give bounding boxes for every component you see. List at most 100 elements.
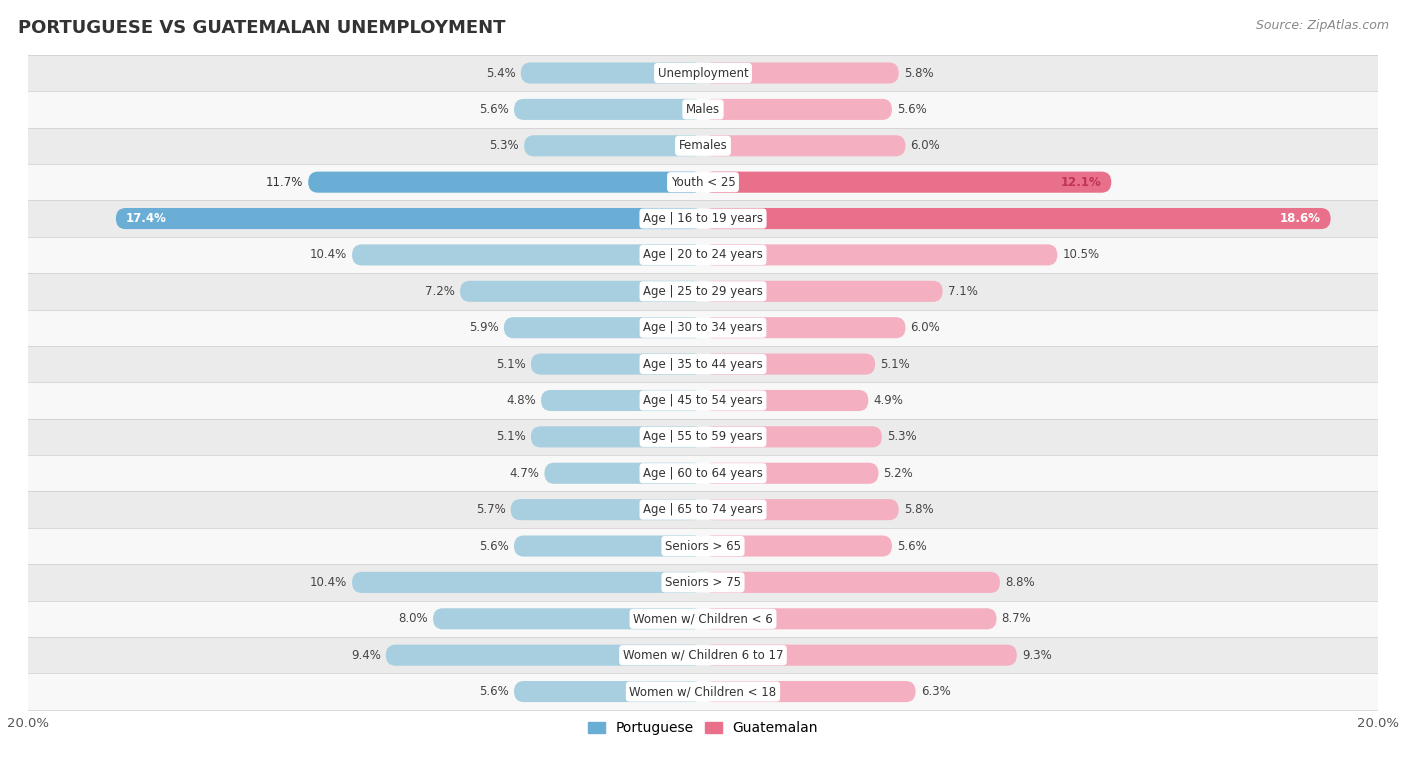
Text: PORTUGUESE VS GUATEMALAN UNEMPLOYMENT: PORTUGUESE VS GUATEMALAN UNEMPLOYMENT <box>18 19 506 37</box>
Text: 8.8%: 8.8% <box>1005 576 1035 589</box>
Text: Unemployment: Unemployment <box>658 67 748 79</box>
Text: 10.4%: 10.4% <box>309 248 347 261</box>
FancyBboxPatch shape <box>515 99 703 120</box>
Text: 5.8%: 5.8% <box>904 67 934 79</box>
FancyBboxPatch shape <box>703 281 942 302</box>
FancyBboxPatch shape <box>115 208 703 229</box>
FancyBboxPatch shape <box>703 426 882 447</box>
FancyBboxPatch shape <box>520 62 703 83</box>
FancyBboxPatch shape <box>544 463 703 484</box>
Text: Age | 16 to 19 years: Age | 16 to 19 years <box>643 212 763 225</box>
Text: Age | 45 to 54 years: Age | 45 to 54 years <box>643 394 763 407</box>
Text: 10.5%: 10.5% <box>1063 248 1099 261</box>
Text: Males: Males <box>686 103 720 116</box>
Bar <box>28 237 1378 273</box>
Bar <box>28 273 1378 310</box>
Bar <box>28 55 1378 91</box>
Bar <box>28 128 1378 164</box>
Text: Age | 30 to 34 years: Age | 30 to 34 years <box>643 321 763 334</box>
Text: Age | 35 to 44 years: Age | 35 to 44 years <box>643 357 763 371</box>
Text: 5.8%: 5.8% <box>904 503 934 516</box>
Bar <box>28 564 1378 600</box>
Text: 7.2%: 7.2% <box>425 285 456 298</box>
Text: 6.3%: 6.3% <box>921 685 950 698</box>
Text: 8.0%: 8.0% <box>398 612 427 625</box>
Text: 11.7%: 11.7% <box>266 176 304 188</box>
FancyBboxPatch shape <box>703 99 891 120</box>
Text: 5.7%: 5.7% <box>475 503 506 516</box>
Text: Age | 65 to 74 years: Age | 65 to 74 years <box>643 503 763 516</box>
Text: Youth < 25: Youth < 25 <box>671 176 735 188</box>
Text: 17.4%: 17.4% <box>127 212 167 225</box>
FancyBboxPatch shape <box>703 390 869 411</box>
Text: Women w/ Children 6 to 17: Women w/ Children 6 to 17 <box>623 649 783 662</box>
Text: Age | 20 to 24 years: Age | 20 to 24 years <box>643 248 763 261</box>
Text: 8.7%: 8.7% <box>1001 612 1032 625</box>
FancyBboxPatch shape <box>703 572 1000 593</box>
FancyBboxPatch shape <box>503 317 703 338</box>
FancyBboxPatch shape <box>703 463 879 484</box>
Text: 5.4%: 5.4% <box>486 67 516 79</box>
Text: Age | 25 to 29 years: Age | 25 to 29 years <box>643 285 763 298</box>
FancyBboxPatch shape <box>703 62 898 83</box>
Text: 5.6%: 5.6% <box>479 685 509 698</box>
Text: 5.9%: 5.9% <box>470 321 499 334</box>
Text: 4.9%: 4.9% <box>873 394 903 407</box>
FancyBboxPatch shape <box>703 136 905 157</box>
Text: 5.2%: 5.2% <box>883 467 914 480</box>
Text: 6.0%: 6.0% <box>911 321 941 334</box>
FancyBboxPatch shape <box>703 645 1017 665</box>
FancyBboxPatch shape <box>433 608 703 629</box>
Legend: Portuguese, Guatemalan: Portuguese, Guatemalan <box>582 716 824 741</box>
Text: 10.4%: 10.4% <box>309 576 347 589</box>
Text: Women w/ Children < 6: Women w/ Children < 6 <box>633 612 773 625</box>
Text: Source: ZipAtlas.com: Source: ZipAtlas.com <box>1256 19 1389 32</box>
FancyBboxPatch shape <box>531 426 703 447</box>
FancyBboxPatch shape <box>703 317 905 338</box>
Bar <box>28 382 1378 419</box>
Text: Women w/ Children < 18: Women w/ Children < 18 <box>630 685 776 698</box>
FancyBboxPatch shape <box>541 390 703 411</box>
FancyBboxPatch shape <box>515 681 703 702</box>
Text: 5.6%: 5.6% <box>897 540 927 553</box>
Bar <box>28 419 1378 455</box>
Text: 4.8%: 4.8% <box>506 394 536 407</box>
Text: Age | 60 to 64 years: Age | 60 to 64 years <box>643 467 763 480</box>
Bar <box>28 455 1378 491</box>
FancyBboxPatch shape <box>703 499 898 520</box>
Bar <box>28 346 1378 382</box>
Bar <box>28 91 1378 128</box>
Bar <box>28 201 1378 237</box>
Text: 9.4%: 9.4% <box>352 649 381 662</box>
FancyBboxPatch shape <box>703 245 1057 266</box>
FancyBboxPatch shape <box>703 208 1330 229</box>
FancyBboxPatch shape <box>515 535 703 556</box>
Bar <box>28 674 1378 710</box>
Text: 4.7%: 4.7% <box>509 467 540 480</box>
Text: 5.1%: 5.1% <box>496 431 526 444</box>
Text: Seniors > 75: Seniors > 75 <box>665 576 741 589</box>
Text: 6.0%: 6.0% <box>911 139 941 152</box>
FancyBboxPatch shape <box>460 281 703 302</box>
Text: 5.6%: 5.6% <box>897 103 927 116</box>
Text: 12.1%: 12.1% <box>1060 176 1101 188</box>
Text: Seniors > 65: Seniors > 65 <box>665 540 741 553</box>
Bar <box>28 600 1378 637</box>
FancyBboxPatch shape <box>703 354 875 375</box>
Text: 9.3%: 9.3% <box>1022 649 1052 662</box>
Text: Females: Females <box>679 139 727 152</box>
FancyBboxPatch shape <box>308 172 703 193</box>
FancyBboxPatch shape <box>703 681 915 702</box>
FancyBboxPatch shape <box>703 608 997 629</box>
Bar <box>28 637 1378 674</box>
Bar <box>28 528 1378 564</box>
FancyBboxPatch shape <box>524 136 703 157</box>
FancyBboxPatch shape <box>531 354 703 375</box>
Text: 5.3%: 5.3% <box>489 139 519 152</box>
Text: 5.1%: 5.1% <box>880 357 910 371</box>
Text: 7.1%: 7.1% <box>948 285 977 298</box>
FancyBboxPatch shape <box>703 172 1111 193</box>
Bar <box>28 310 1378 346</box>
Text: 5.6%: 5.6% <box>479 103 509 116</box>
Text: 5.1%: 5.1% <box>496 357 526 371</box>
